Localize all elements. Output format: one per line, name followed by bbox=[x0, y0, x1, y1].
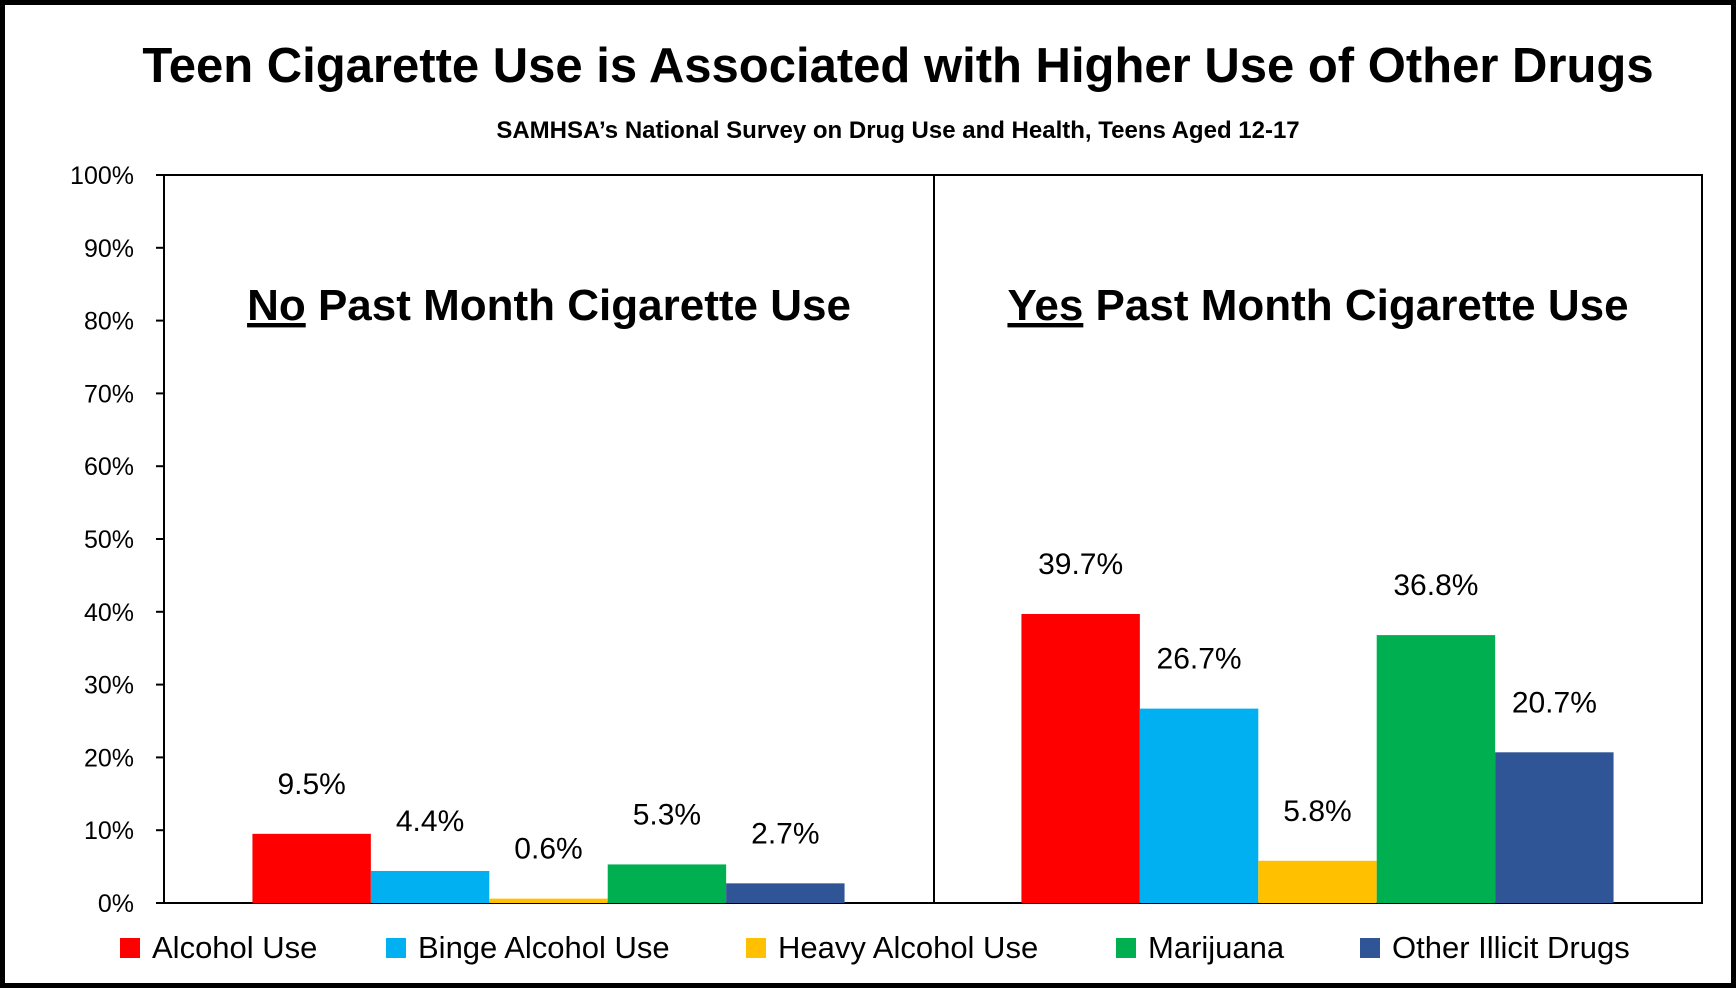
panel-title-yes-emphasis: Yes bbox=[1007, 281, 1083, 330]
legend-swatch bbox=[1360, 938, 1380, 958]
y-tick-label: 90% bbox=[84, 235, 134, 263]
legend-label: Heavy Alcohol Use bbox=[778, 930, 1038, 965]
data-labels-layer: 9.5% 4.4% 0.6% 5.3% 2.7% 39.7% 26.7% 5.8% 36.8% 2… bbox=[277, 548, 1596, 866]
panel-title-no-rest: Past Month Cigarette Use bbox=[306, 281, 851, 330]
legend-swatch bbox=[386, 938, 406, 958]
data-label: 36.8% bbox=[1393, 569, 1478, 602]
bar-yes-3 bbox=[1376, 635, 1496, 903]
y-tick-label: 30% bbox=[84, 672, 134, 700]
panel-title-yes-rest: Past Month Cigarette Use bbox=[1083, 281, 1628, 330]
bar-no-4 bbox=[726, 883, 845, 903]
chart-subtitle: SAMHSA’s National Survey on Drug Use and… bbox=[496, 117, 1299, 144]
y-tick-label: 40% bbox=[84, 599, 134, 627]
legend-label: Alcohol Use bbox=[152, 930, 317, 965]
data-label: 26.7% bbox=[1157, 643, 1242, 676]
bar-yes-2 bbox=[1258, 860, 1377, 903]
bar-no-0 bbox=[252, 833, 371, 903]
panel-title-yes: Yes Past Month Cigarette Use bbox=[1007, 281, 1628, 330]
y-tick-label: 50% bbox=[84, 526, 134, 554]
bar-no-1 bbox=[370, 870, 490, 903]
y-tick-label: 0% bbox=[98, 890, 134, 918]
y-tick-label: 100% bbox=[70, 162, 134, 190]
legend-label: Marijuana bbox=[1148, 930, 1285, 965]
legend-swatch bbox=[1116, 938, 1136, 958]
y-tick-label: 70% bbox=[84, 380, 134, 408]
legend: Alcohol Use Binge Alcohol Use Heavy Alcoho… bbox=[120, 930, 1630, 965]
panel-title-no-emphasis: No bbox=[247, 281, 306, 330]
data-label: 0.6% bbox=[514, 833, 582, 866]
y-tick-label: 60% bbox=[84, 453, 134, 481]
data-label: 9.5% bbox=[277, 768, 345, 801]
data-label: 2.7% bbox=[751, 817, 819, 850]
panel-title-no: No Past Month Cigarette Use bbox=[247, 281, 851, 330]
legend-swatch bbox=[746, 938, 766, 958]
bars-layer bbox=[252, 613, 1614, 903]
bar-yes-4 bbox=[1495, 752, 1614, 903]
bar-yes-0 bbox=[1021, 613, 1140, 903]
legend-label: Other Illicit Drugs bbox=[1392, 930, 1630, 965]
data-label: 4.4% bbox=[396, 805, 464, 838]
y-tick-label: 10% bbox=[84, 817, 134, 845]
bar-no-3 bbox=[607, 864, 727, 903]
y-tick-label: 20% bbox=[84, 744, 134, 772]
data-label: 20.7% bbox=[1512, 686, 1597, 719]
data-label: 39.7% bbox=[1038, 548, 1123, 581]
chart-title: Teen Cigarette Use is Associated with Hi… bbox=[142, 39, 1653, 93]
bar-no-2 bbox=[489, 898, 608, 903]
y-tick-label: 80% bbox=[84, 308, 134, 336]
legend-swatch bbox=[120, 938, 140, 958]
data-label: 5.8% bbox=[1283, 795, 1351, 828]
legend-label: Binge Alcohol Use bbox=[418, 930, 670, 965]
bar-yes-1 bbox=[1139, 708, 1259, 903]
data-label: 5.3% bbox=[633, 798, 701, 831]
chart-svg: Teen Cigarette Use is Associated with Hi… bbox=[70, 39, 1703, 965]
y-axis-ticks: 0% 10% 20% 30% 40% 50% 60% 70% 80% 90% 100% bbox=[70, 162, 164, 918]
